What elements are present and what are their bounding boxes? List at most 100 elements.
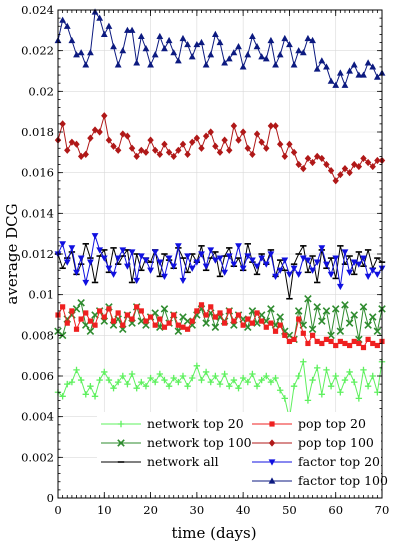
data-point [304, 34, 312, 42]
series-pop-top-20 [55, 302, 385, 351]
data-point [110, 318, 117, 324]
data-point [337, 171, 344, 179]
axis-ticks: 0 0.002 0.004 0.006 0.008 0.01 0.012 0.014 0.016… [21, 3, 389, 517]
data-point [268, 320, 274, 326]
data-point [179, 140, 187, 148]
data-point [313, 303, 321, 311]
data-point [198, 251, 205, 258]
data-point [308, 325, 317, 333]
legend-item: factor top 100 [252, 473, 388, 488]
data-point [369, 162, 376, 171]
data-point [128, 144, 136, 152]
data-point [114, 255, 122, 262]
x-tick-label: 20 [143, 503, 158, 517]
data-point [134, 304, 140, 310]
data-point [272, 61, 279, 68]
data-point [193, 40, 201, 48]
data-point [332, 255, 340, 262]
data-point [253, 130, 261, 138]
data-point [267, 122, 275, 130]
data-point [96, 128, 103, 136]
data-point [318, 245, 326, 252]
data-point [346, 169, 353, 177]
data-point [319, 340, 325, 347]
data-point [364, 59, 372, 66]
data-point [272, 328, 279, 334]
data-point [240, 322, 246, 328]
y-tick-label: 0.008 [21, 328, 54, 342]
data-point [216, 148, 224, 156]
data-point [73, 366, 80, 374]
data-point [291, 336, 297, 342]
data-point [244, 378, 251, 386]
data-point [300, 358, 307, 365]
data-point [304, 257, 312, 264]
data-point [138, 146, 145, 154]
data-point [151, 51, 159, 58]
data-point [82, 61, 90, 68]
data-point [276, 313, 284, 321]
data-point [124, 132, 131, 140]
data-point [124, 380, 131, 388]
data-point [212, 142, 219, 150]
legend-item: network all [101, 454, 219, 469]
data-point [91, 393, 99, 400]
data-point [77, 255, 85, 262]
data-point [262, 55, 270, 62]
data-point [170, 263, 178, 270]
data-point [374, 156, 381, 165]
data-point [305, 340, 311, 347]
data-point [87, 259, 94, 266]
data-point [179, 277, 187, 285]
data-point [309, 267, 316, 274]
data-point [276, 267, 284, 274]
data-point [350, 259, 358, 266]
data-point [83, 310, 89, 316]
legend-marker [269, 421, 275, 427]
data-point [323, 63, 330, 70]
x-tick-label: 50 [282, 503, 297, 517]
data-point [239, 374, 247, 382]
series-line [57, 361, 383, 420]
data-point [86, 327, 95, 336]
data-point [73, 140, 80, 148]
data-point [258, 255, 266, 262]
data-point [202, 61, 210, 68]
data-point [221, 136, 228, 144]
data-point [96, 247, 104, 254]
data-point [332, 81, 340, 88]
data-point [355, 71, 363, 78]
data-point [203, 312, 209, 318]
data-point [137, 32, 145, 40]
legend-box [97, 412, 381, 492]
data-point [189, 374, 196, 382]
data-point [152, 146, 159, 154]
data-point [286, 40, 293, 48]
data-point [318, 391, 326, 398]
legend-marker [268, 439, 276, 447]
data-point [175, 378, 182, 386]
data-point [235, 243, 242, 250]
data-point [313, 65, 321, 72]
data-point [314, 152, 321, 160]
data-point [327, 77, 335, 84]
series-group [54, 8, 386, 422]
data-point [262, 261, 270, 268]
data-point [175, 146, 182, 154]
data-point [193, 362, 201, 370]
data-point [147, 267, 154, 274]
y-tick-label: 0.014 [21, 206, 54, 220]
data-point [110, 385, 117, 392]
data-point [128, 370, 136, 378]
data-point [189, 138, 196, 146]
legend-label: pop top 100 [298, 435, 374, 450]
data-point [309, 332, 316, 338]
data-point [253, 43, 261, 50]
data-point [249, 32, 256, 40]
data-point [351, 338, 357, 345]
data-point [124, 312, 131, 318]
data-point [304, 397, 312, 404]
data-point [211, 323, 220, 331]
x-tick-label: 70 [375, 503, 390, 517]
data-point [276, 140, 284, 148]
